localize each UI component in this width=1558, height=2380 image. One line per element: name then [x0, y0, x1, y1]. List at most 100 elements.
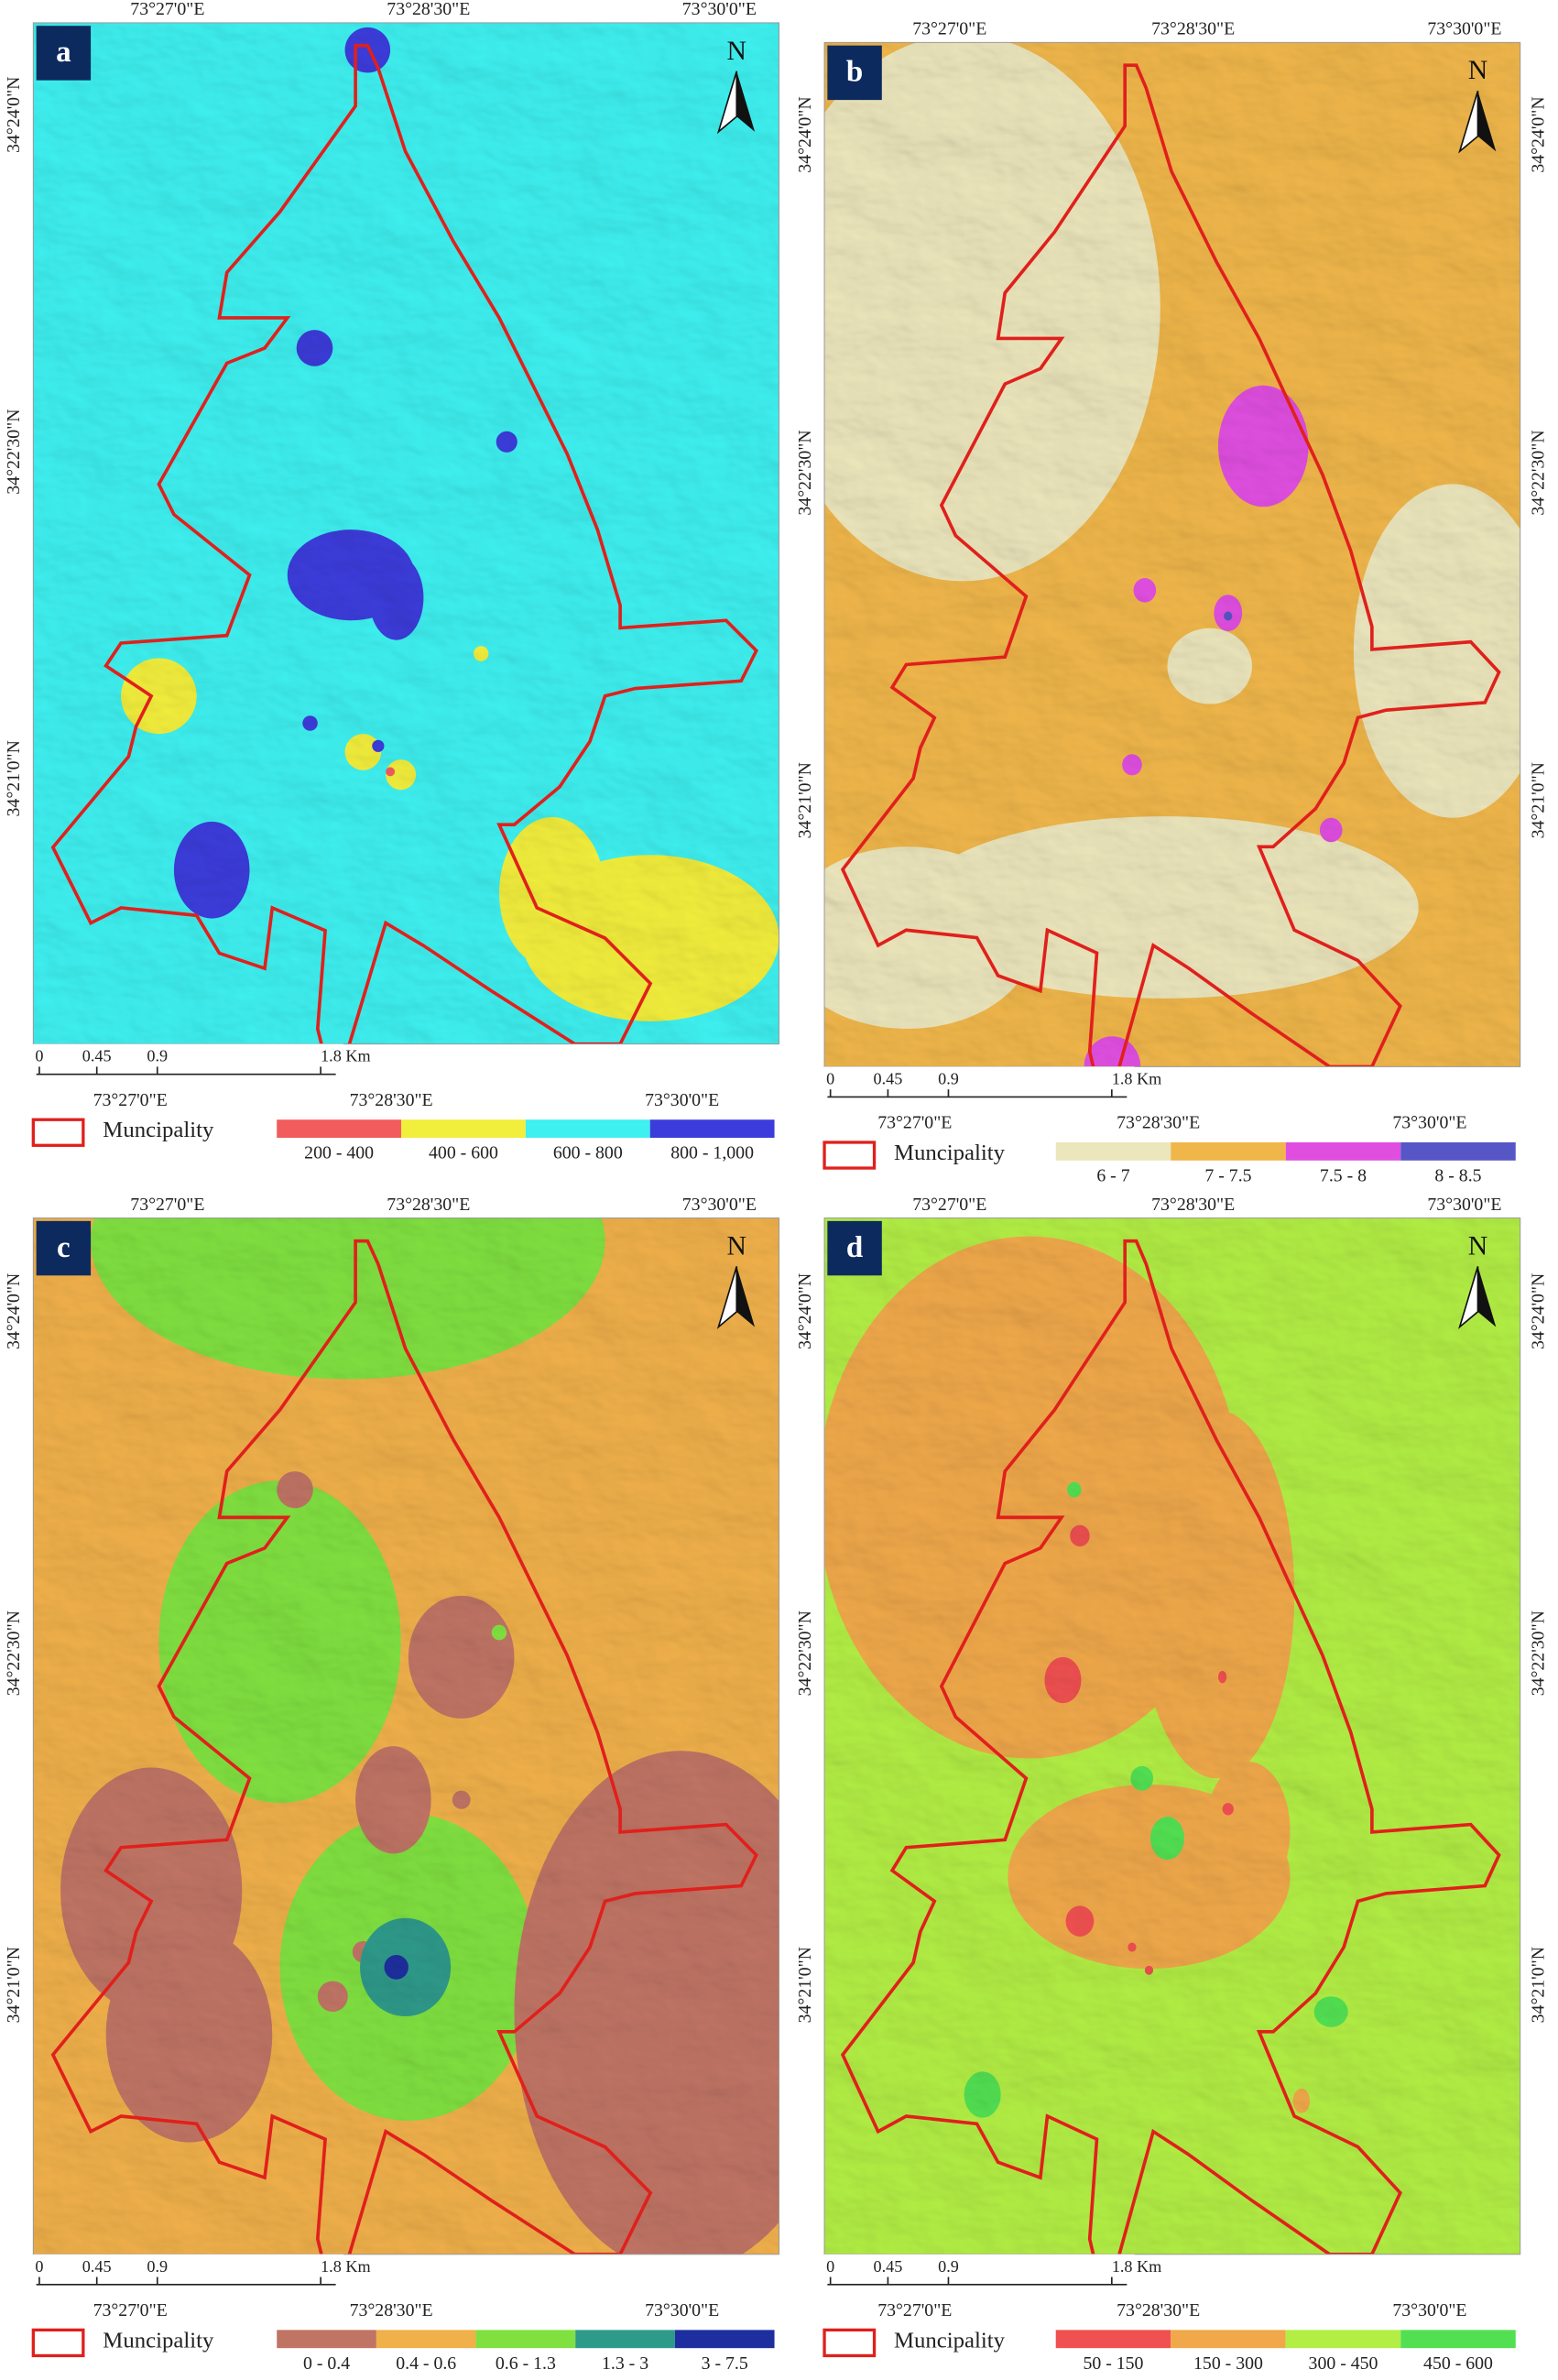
map-frame [823, 1217, 1521, 2255]
right-coordinate-label: 34°22'30"N [1529, 1610, 1549, 1696]
scale-label: 1.8 Km [321, 2257, 370, 2276]
map-panel: b N 73°27'0"E 73°28'30"E 73°30'0"E 73°27'0"E 7… [795, 19, 1549, 1186]
legend-label: 3 - 7.5 [702, 2353, 748, 2374]
map-panel: a N 73°27'0"E 73°28'30"E 73°30'0"E 73°27'0"E 7… [4, 0, 779, 1163]
panel-letter-box [36, 1220, 92, 1276]
left-coordinate-label: 34°22'30"N [4, 409, 24, 494]
hillshade [824, 1217, 1520, 2254]
bottom-coordinate-label: 73°30'0"E [1392, 1113, 1466, 1133]
legend-swatch [575, 2330, 675, 2349]
legend-swatch [525, 1119, 650, 1139]
legend-boundary-label: Muncipality [894, 1141, 1006, 1165]
legend-boundary-label: Muncipality [103, 2328, 214, 2353]
map-frame [823, 41, 1521, 1067]
legend-boundary-swatch [823, 1141, 877, 1170]
panel-letter: c [57, 1231, 71, 1264]
scale-label: 0.45 [82, 2257, 112, 2276]
legend-swatch [277, 1119, 402, 1139]
top-coordinate-label: 73°30'0"E [1427, 19, 1501, 39]
panel-letter: d [846, 1231, 863, 1264]
right-coordinate-label: 34°24'0"N [1529, 1273, 1549, 1349]
map-area [824, 1217, 1520, 2254]
top-coordinate-label: 73°30'0"E [682, 1195, 757, 1215]
map-panel: c N 73°27'0"E 73°28'30"E 73°30'0"E 73°27'0"E 7… [4, 1195, 779, 2374]
bottom-coordinate-label: 73°28'30"E [350, 1090, 433, 1110]
legend-boundary-label: Muncipality [103, 1118, 214, 1142]
scale-label: 0 [35, 1047, 43, 1065]
hillshade [33, 1217, 779, 2254]
scale-label: 0.9 [147, 2257, 168, 2276]
legend-boundary-swatch [823, 2328, 877, 2358]
legend-swatch [649, 1119, 775, 1139]
north-arrow [1477, 1266, 1497, 1327]
left-coordinate-label: 34°21'0"N [4, 1947, 24, 2023]
scale-bar-bg [824, 1066, 1135, 1107]
scale-label: 0.9 [938, 2257, 959, 2276]
scale-label: 1.8 Km [321, 1047, 370, 1065]
municipality-boundary [840, 63, 1501, 1067]
scale-label: 1.8 Km [1112, 1069, 1161, 1087]
municipality-boundary [840, 1239, 1501, 2254]
top-coordinate-label: 73°30'0"E [1427, 1195, 1501, 1215]
legend-boundary-swatch [31, 1118, 85, 1147]
legend-label: 200 - 400 [304, 1143, 374, 1163]
north-label: N [1468, 56, 1487, 85]
bottom-coordinate-label: 73°30'0"E [645, 2300, 719, 2320]
legend-label: 50 - 150 [1083, 2353, 1143, 2374]
panel-letter: b [846, 56, 863, 89]
scale-label: 0 [35, 2257, 43, 2276]
bottom-coordinate-label: 73°28'30"E [350, 2300, 433, 2320]
top-coordinate-label: 73°28'30"E [1151, 1195, 1235, 1215]
left-coordinate-label: 34°24'0"N [795, 96, 815, 172]
left-coordinate-label: 34°24'0"N [4, 77, 24, 153]
legend-swatch [475, 2330, 576, 2349]
legend-label: 800 - 1,000 [670, 1143, 754, 1163]
top-coordinate-label: 73°28'30"E [387, 1195, 470, 1215]
panel-letter-box [36, 26, 92, 81]
legend-label: 150 - 300 [1193, 2353, 1263, 2374]
legend-swatch [1171, 1141, 1286, 1161]
legend-swatch [1285, 2330, 1401, 2349]
legend-label: 300 - 450 [1309, 2353, 1378, 2374]
north-label: N [727, 37, 746, 66]
municipality-boundary [50, 1239, 758, 2254]
bottom-coordinate-label: 73°27'0"E [93, 2300, 168, 2320]
legend-swatch [1055, 1141, 1171, 1161]
bottom-coordinate-label: 73°28'30"E [1117, 1113, 1200, 1133]
scale-label: 0 [826, 2257, 834, 2276]
hillshade [33, 22, 779, 1044]
scale-bar-bg [33, 1043, 343, 1084]
scale-bar-bg [824, 2254, 1135, 2294]
legend-boundary-swatch [31, 2328, 85, 2358]
legend-swatch [1285, 1141, 1401, 1161]
legend-swatch [1400, 2330, 1516, 2349]
map-area [33, 22, 779, 1044]
legend-swatch [376, 2330, 476, 2349]
left-coordinate-label: 34°24'0"N [795, 1273, 815, 1349]
right-coordinate-label: 34°24'0"N [1529, 96, 1549, 172]
legend-label: 1.3 - 3 [602, 2353, 648, 2374]
scale-label: 0 [826, 1069, 834, 1087]
legend-label: 0 - 0.4 [303, 2353, 350, 2374]
scale-label: 0.45 [874, 1069, 903, 1087]
bottom-coordinate-label: 73°27'0"E [93, 1090, 168, 1110]
scale-label: 0.9 [147, 1047, 168, 1065]
right-coordinate-label: 34°22'30"N [1529, 430, 1549, 515]
bottom-coordinate-label: 73°28'30"E [1117, 2300, 1200, 2320]
scale-bar-bg [33, 2254, 343, 2294]
left-coordinate-label: 34°22'30"N [795, 430, 815, 515]
left-coordinate-label: 34°21'0"N [795, 762, 815, 838]
legend-swatch [674, 2330, 775, 2349]
legend-label: 7.5 - 8 [1320, 1166, 1367, 1186]
legend-label: 400 - 600 [429, 1143, 498, 1163]
legend-label: 600 - 800 [553, 1143, 623, 1163]
scale-label: 1.8 Km [1112, 2257, 1161, 2276]
top-coordinate-label: 73°28'30"E [1151, 19, 1235, 39]
legend-swatch [1171, 2330, 1286, 2349]
north-label: N [727, 1231, 746, 1261]
legend-label: 0.4 - 0.6 [396, 2353, 456, 2374]
top-coordinate-label: 73°27'0"E [912, 19, 986, 39]
panel-letter-box [827, 1220, 882, 1276]
